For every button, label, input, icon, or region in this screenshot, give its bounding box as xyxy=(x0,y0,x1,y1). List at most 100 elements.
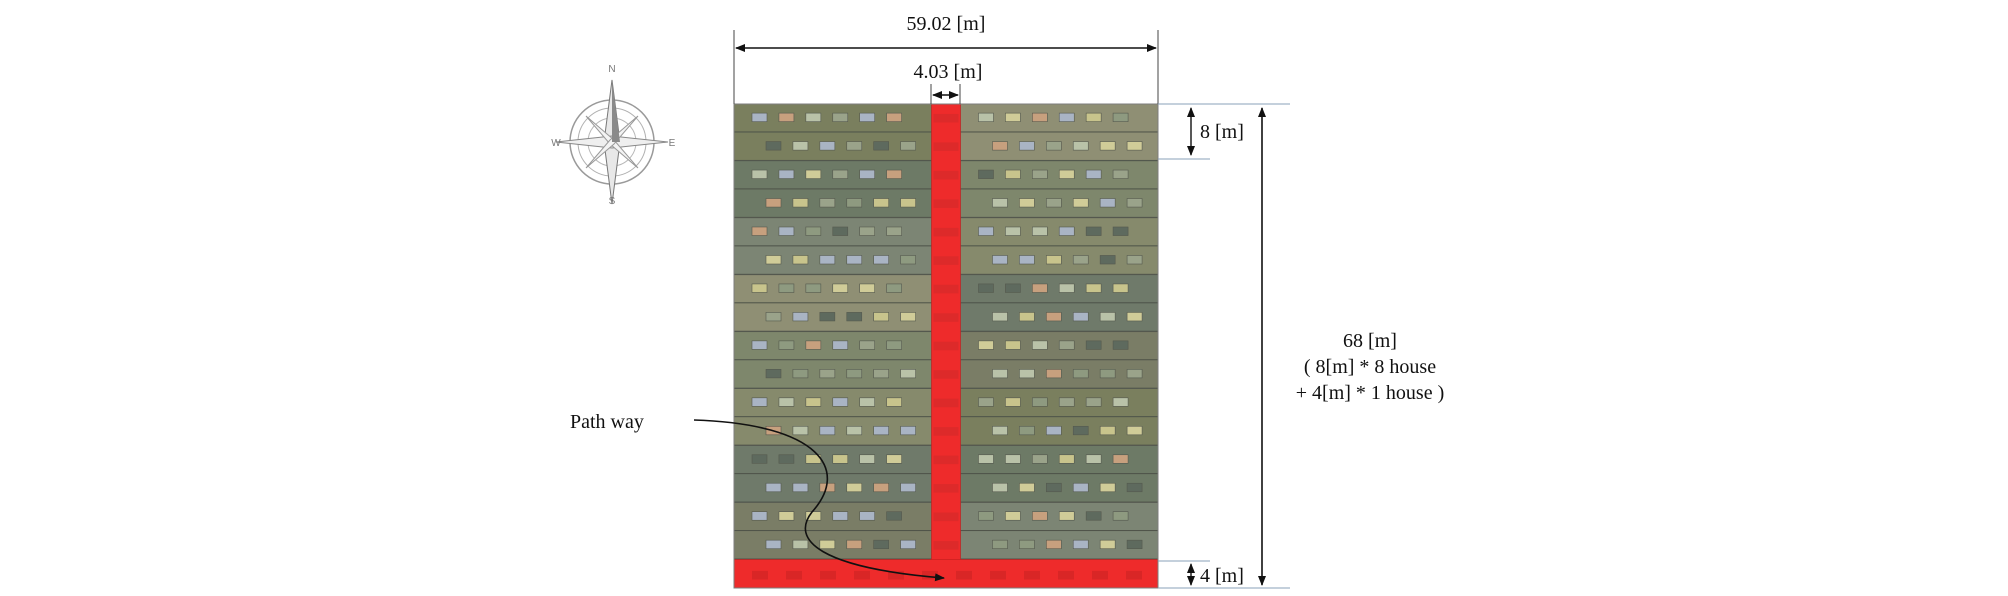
window-panel xyxy=(1085,340,1102,350)
compass-south-label: S xyxy=(609,196,616,207)
window-panel xyxy=(1058,454,1075,464)
window-panel xyxy=(886,454,902,464)
roof-seam xyxy=(734,416,932,418)
window-panel xyxy=(832,112,849,122)
end-strip-texture xyxy=(1058,570,1074,580)
window-panel xyxy=(1099,198,1116,208)
window-panel xyxy=(1058,169,1075,179)
window-panel xyxy=(1005,511,1021,521)
window-panel xyxy=(1085,397,1102,407)
window-panel xyxy=(900,482,916,493)
end-strip-texture xyxy=(990,570,1006,580)
site-plan xyxy=(733,103,1159,589)
end-strip-texture xyxy=(922,570,938,580)
end-strip-texture xyxy=(1126,570,1142,580)
window-panel xyxy=(1072,255,1089,265)
window-panel xyxy=(1032,511,1048,521)
path-texture xyxy=(933,284,959,294)
window-panel xyxy=(900,539,916,550)
house-depth-label: 8 [m] xyxy=(1200,121,1244,143)
window-panel xyxy=(765,482,782,493)
path-width-dimension: 4.03 [m] xyxy=(914,61,982,104)
window-panel xyxy=(751,454,768,464)
window-panel xyxy=(1019,539,1035,550)
window-panel xyxy=(846,312,863,322)
window-panel xyxy=(1085,454,1102,464)
window-panel xyxy=(792,312,809,322)
window-panel xyxy=(832,226,849,236)
window-panel xyxy=(886,169,902,179)
path-way-leader-arrow xyxy=(693,419,945,582)
total-width-label: 59.02 [m] xyxy=(907,13,986,35)
house-block-east xyxy=(960,445,1159,503)
window-panel xyxy=(978,340,994,350)
window-panel xyxy=(1046,255,1062,265)
window-panel xyxy=(792,198,809,208)
window-panel xyxy=(900,255,916,265)
roof-seam xyxy=(960,245,1158,247)
end-strip-texture xyxy=(820,570,836,580)
window-panel xyxy=(900,369,916,379)
window-panel xyxy=(805,283,822,293)
window-panel xyxy=(992,369,1008,379)
end-strip-dimension: 4 [m] xyxy=(1158,560,1290,589)
window-panel xyxy=(819,312,836,322)
window-panel xyxy=(778,511,795,521)
window-panel xyxy=(978,283,994,293)
house-blocks xyxy=(733,103,1159,560)
roof-seam xyxy=(734,302,932,304)
end-strip-texture xyxy=(1024,570,1040,580)
window-panel xyxy=(1019,198,1035,208)
window-panel xyxy=(900,425,916,436)
window-panel xyxy=(765,539,782,550)
window-panel xyxy=(832,454,849,464)
end-strip-texture xyxy=(956,570,972,580)
end-strip-texture xyxy=(888,570,904,580)
path-texture xyxy=(933,227,959,237)
path-texture xyxy=(933,199,959,208)
window-panel xyxy=(751,112,768,122)
end-strip-texture xyxy=(854,570,870,580)
window-panel xyxy=(832,283,849,293)
roof-seam xyxy=(734,330,932,332)
window-panel xyxy=(1112,454,1129,464)
window-panel xyxy=(992,312,1008,322)
compass-rose-icon: N S W E xyxy=(551,64,675,207)
compass-west-label: W xyxy=(551,138,561,149)
window-panel xyxy=(992,539,1008,550)
window-panel xyxy=(1126,255,1143,265)
total-length-label-line1: 68 [m] xyxy=(1343,330,1397,352)
total-length-dimension: 68 [m] ( 8[m] * 8 house + 4[m] * 1 house… xyxy=(1210,103,1444,586)
roof-seam xyxy=(960,302,1158,304)
roof-seam xyxy=(734,387,932,389)
window-panel xyxy=(992,425,1008,436)
window-panel xyxy=(778,454,795,464)
window-panel xyxy=(1019,141,1035,151)
roof-seam xyxy=(960,216,1158,218)
window-panel xyxy=(1085,112,1102,122)
window-panel xyxy=(900,312,916,322)
path-texture xyxy=(933,256,959,265)
window-panel xyxy=(1046,425,1062,436)
window-panel xyxy=(886,511,902,521)
window-panel xyxy=(1085,511,1102,521)
window-panel xyxy=(832,340,849,350)
window-panel xyxy=(1112,511,1129,521)
central-path-strip xyxy=(931,103,961,560)
window-panel xyxy=(751,397,768,407)
window-panel xyxy=(846,425,863,436)
window-panel xyxy=(1005,112,1021,122)
window-panel xyxy=(1032,112,1048,122)
window-panel xyxy=(859,340,875,350)
end-strip-texture xyxy=(1092,570,1108,580)
window-panel xyxy=(873,482,889,493)
window-panel xyxy=(859,397,875,407)
window-panel xyxy=(859,283,875,293)
roof-seam xyxy=(960,131,1158,133)
window-panel xyxy=(1019,482,1035,493)
window-panel xyxy=(819,255,836,265)
window-panel xyxy=(886,112,902,122)
window-panel xyxy=(1112,397,1129,407)
window-panel xyxy=(832,397,849,407)
